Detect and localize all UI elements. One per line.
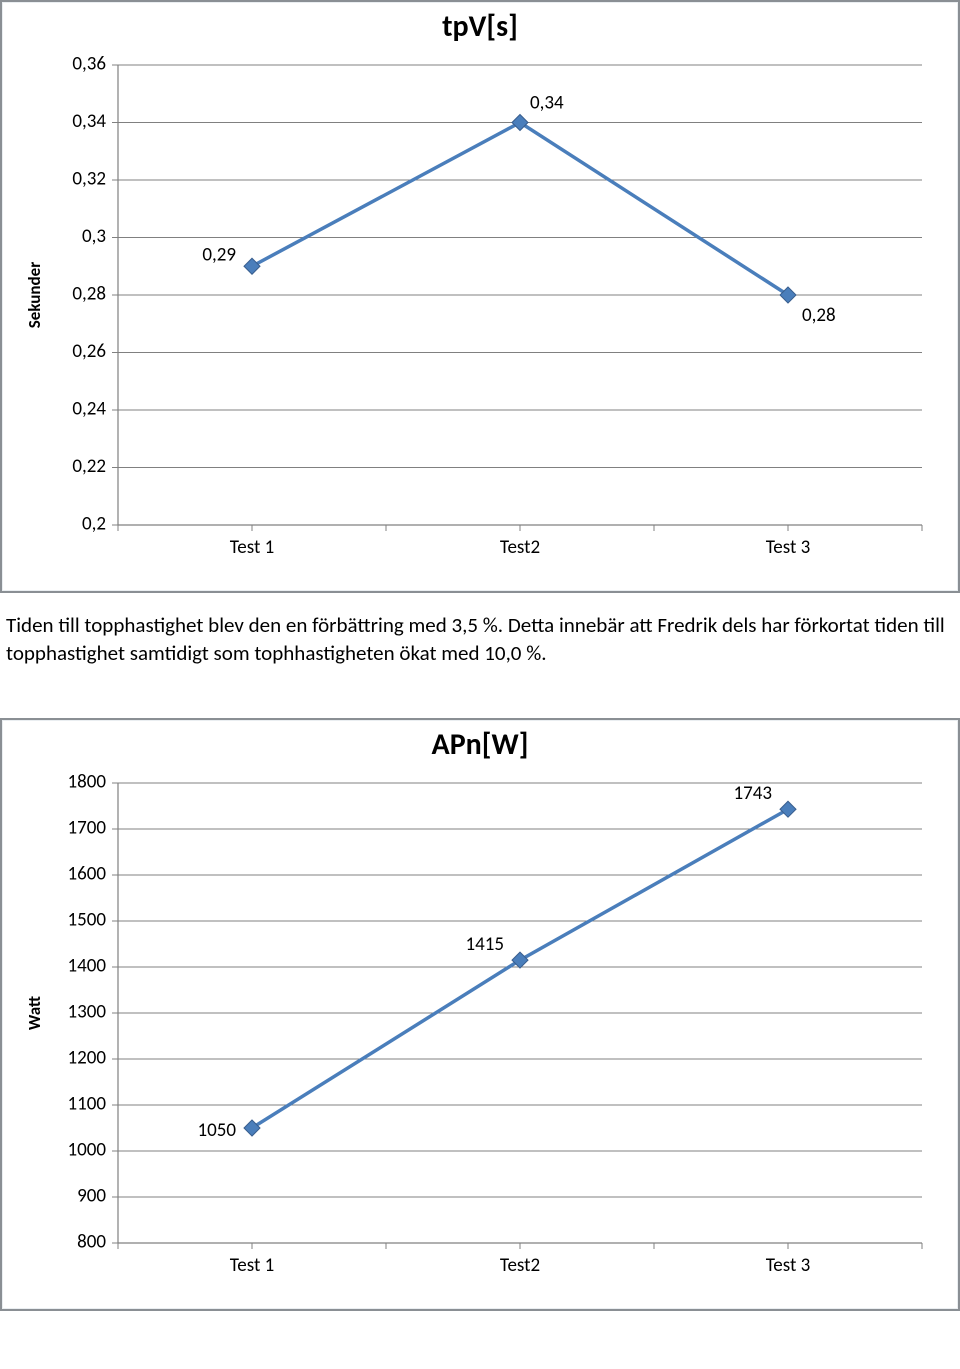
svg-text:1100: 1100 <box>67 1092 106 1115</box>
svg-text:0,36: 0,36 <box>72 53 106 76</box>
svg-text:Test2: Test2 <box>500 536 540 559</box>
svg-text:0,3: 0,3 <box>82 225 106 248</box>
svg-text:1743: 1743 <box>733 782 772 805</box>
svg-text:0,2: 0,2 <box>82 513 106 536</box>
svg-text:0,24: 0,24 <box>72 398 106 421</box>
svg-text:0,22: 0,22 <box>72 455 106 478</box>
svg-text:1400: 1400 <box>67 954 106 977</box>
svg-text:1415: 1415 <box>465 933 504 956</box>
svg-text:900: 900 <box>77 1184 106 1207</box>
svg-text:0,34: 0,34 <box>530 92 564 115</box>
svg-text:0,34: 0,34 <box>72 110 106 133</box>
svg-text:Test 3: Test 3 <box>766 1254 811 1277</box>
body-paragraph: Tiden till topphastighet blev den en för… <box>6 611 954 668</box>
svg-text:1050: 1050 <box>197 1119 236 1142</box>
chart-apn-title: APn[W] <box>8 726 952 763</box>
svg-text:1300: 1300 <box>67 1000 106 1023</box>
svg-text:1700: 1700 <box>67 816 106 839</box>
svg-text:1200: 1200 <box>67 1046 106 1069</box>
svg-text:800: 800 <box>77 1230 106 1253</box>
chart-tpv-title: tpV[s] <box>8 8 952 45</box>
chart-apn-plot: 800 900 1000 1100 1200 1300 1400 1500 1600 1700 18… <box>8 763 952 1303</box>
svg-text:0,32: 0,32 <box>72 168 106 191</box>
svg-text:Test 1: Test 1 <box>230 536 275 559</box>
svg-text:1500: 1500 <box>67 908 106 931</box>
chart-tpv-plot: 0,2 0,22 0,24 0,26 0,28 0,3 0,32 0,34 0,36 Test 1… <box>8 45 952 585</box>
svg-text:Test2: Test2 <box>500 1254 540 1277</box>
chart-tpv: tpV[s] 0,2 0,22 0,24 0,26 0,28 0,3 0,32 0,34 0,3… <box>0 0 960 593</box>
svg-text:1600: 1600 <box>67 862 106 885</box>
svg-text:Test 1: Test 1 <box>230 1254 275 1277</box>
svg-text:Test 3: Test 3 <box>766 536 811 559</box>
svg-text:0,29: 0,29 <box>202 243 236 266</box>
svg-text:1800: 1800 <box>67 770 106 793</box>
svg-text:0,28: 0,28 <box>72 283 106 306</box>
svg-text:Watt: Watt <box>24 996 45 1030</box>
svg-text:1000: 1000 <box>67 1138 106 1161</box>
svg-text:Sekunder: Sekunder <box>24 262 45 329</box>
chart-apn: APn[W] 800 900 1000 1100 1200 1300 1400 1500 160… <box>0 718 960 1311</box>
svg-text:0,28: 0,28 <box>802 304 836 327</box>
svg-text:0,26: 0,26 <box>72 340 106 363</box>
